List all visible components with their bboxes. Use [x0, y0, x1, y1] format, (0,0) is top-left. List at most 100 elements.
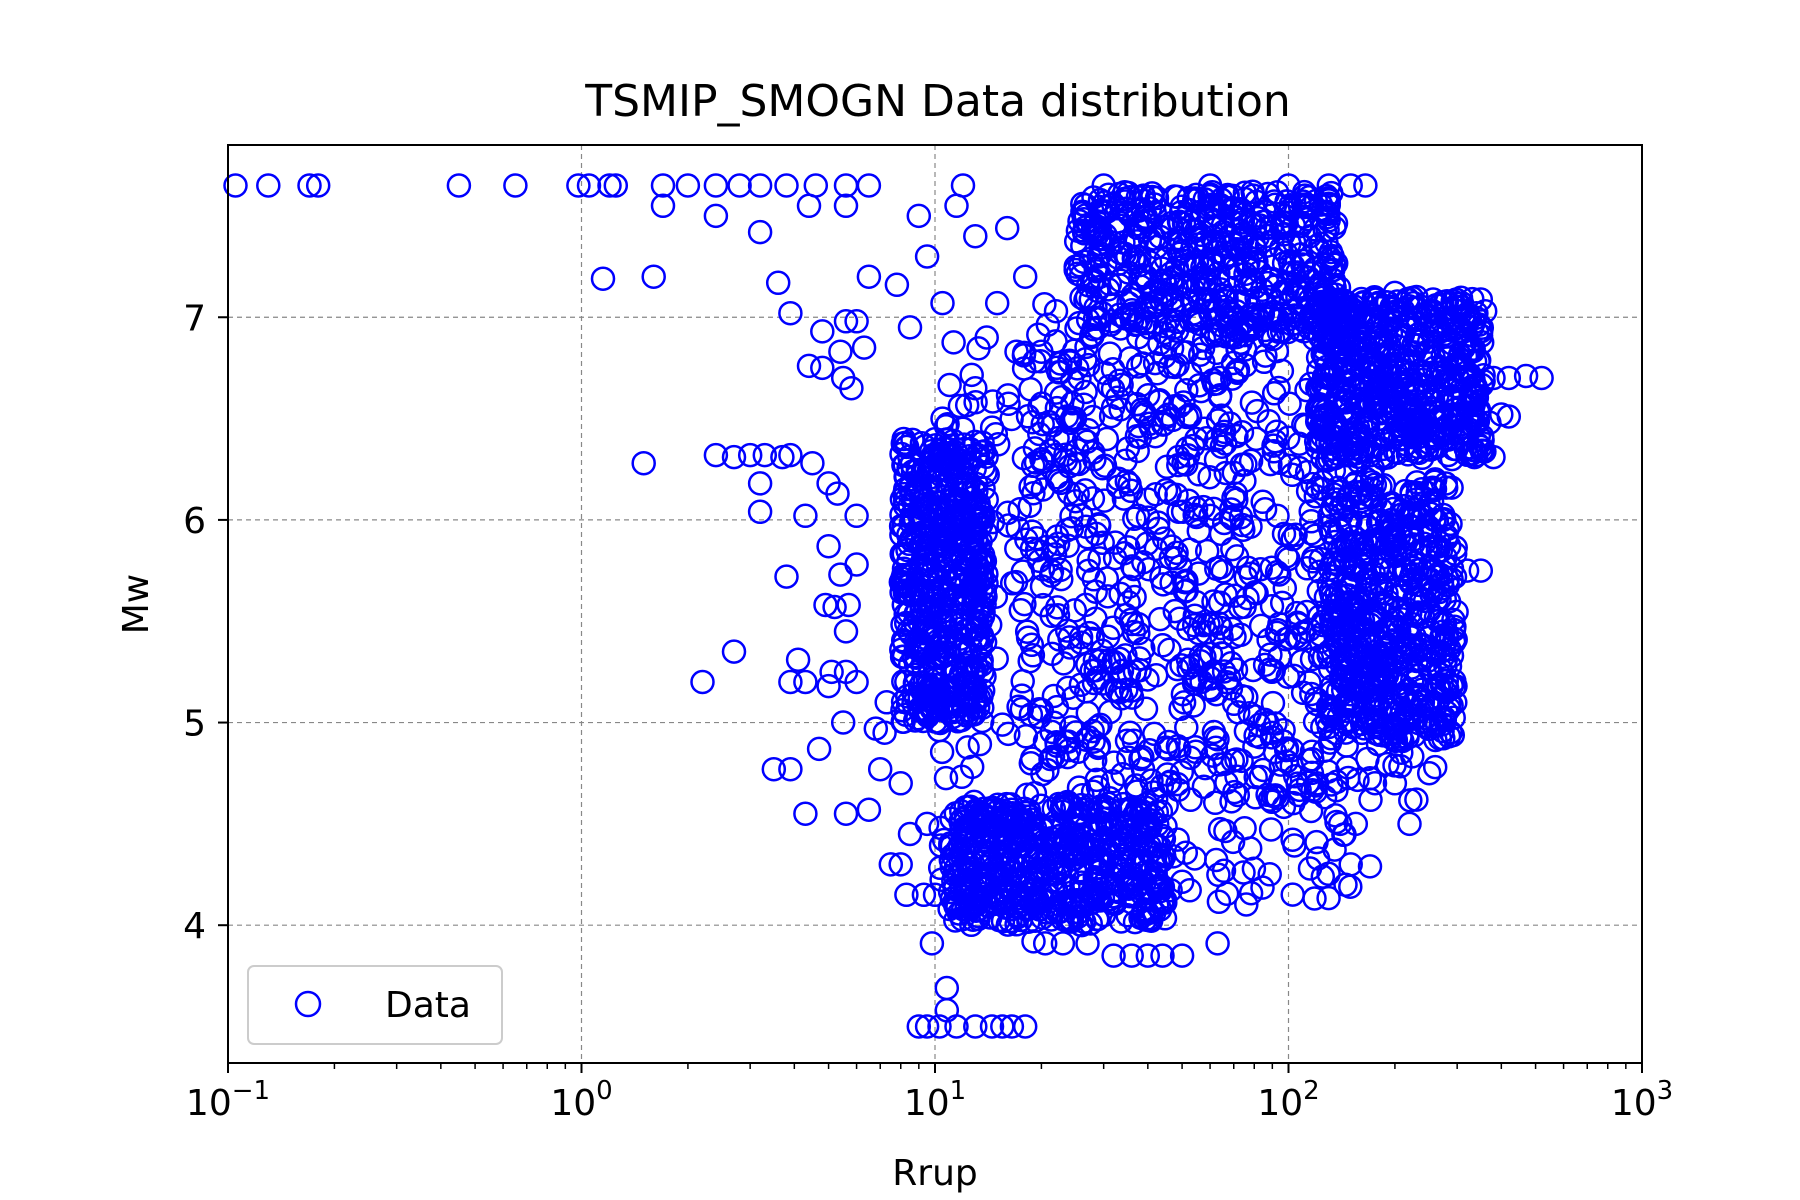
- data-point: [1133, 696, 1159, 722]
- data-point: [1444, 406, 1470, 431]
- data-point: [1430, 507, 1455, 533]
- data-point: [778, 442, 803, 468]
- data-point: [982, 815, 1007, 841]
- data-point: [1058, 410, 1083, 436]
- data-point: [1280, 827, 1305, 852]
- data-point: [1023, 450, 1049, 475]
- data-point: [1438, 365, 1463, 390]
- data-point: [924, 641, 950, 667]
- data-point: [1218, 651, 1244, 676]
- data-point: [1043, 298, 1069, 324]
- data-point: [999, 406, 1024, 432]
- data-point: [939, 886, 965, 912]
- data-point: [1107, 368, 1132, 394]
- data-point: [1135, 383, 1161, 408]
- data-point: [928, 447, 954, 472]
- data-point: [1126, 413, 1151, 439]
- data-point: [1029, 446, 1054, 472]
- data-point: [1441, 617, 1467, 643]
- data-point: [1273, 737, 1299, 763]
- data-point: [916, 601, 941, 627]
- data-point: [1100, 615, 1126, 641]
- data-point: [1087, 306, 1112, 331]
- data-point: [1390, 700, 1415, 725]
- data-point: [1023, 470, 1048, 496]
- data-point: [1366, 658, 1391, 683]
- data-point: [897, 315, 923, 340]
- data-point: [1182, 846, 1207, 871]
- data-point: [1243, 426, 1269, 452]
- data-point: [1167, 393, 1192, 419]
- data-point: [1108, 581, 1133, 607]
- data-point: [1277, 453, 1303, 479]
- data-point: [1283, 522, 1308, 548]
- data-point: [1181, 693, 1206, 718]
- data-point: [894, 882, 919, 908]
- data-point: [1297, 856, 1323, 881]
- data-point: [968, 597, 993, 623]
- data-point: [1100, 376, 1126, 402]
- data-point: [1214, 288, 1239, 314]
- data-point: [1382, 280, 1408, 306]
- data-point: [1211, 659, 1237, 684]
- data-point: [1300, 778, 1325, 803]
- data-point: [1328, 435, 1354, 461]
- data-point: [1183, 739, 1209, 765]
- data-point: [930, 290, 955, 316]
- data-point: [1018, 474, 1043, 500]
- data-point: [890, 612, 915, 637]
- data-point: [1309, 289, 1334, 315]
- data-point: [1209, 434, 1235, 459]
- data-point: [1302, 217, 1328, 242]
- data-point: [1142, 350, 1168, 376]
- data-point: [1074, 429, 1100, 454]
- data-point: [1381, 496, 1406, 522]
- data-point: [1513, 363, 1539, 389]
- data-point: [951, 858, 977, 883]
- data-point: [1068, 630, 1094, 655]
- data-point: [916, 639, 941, 665]
- data-point: [1382, 771, 1408, 796]
- data-point: [675, 173, 701, 198]
- data-point: [948, 562, 974, 588]
- data-points: [223, 173, 1554, 1039]
- data-point: [921, 566, 947, 592]
- data-point: [1211, 419, 1237, 445]
- data-point: [1372, 427, 1398, 453]
- data-point: [1338, 173, 1363, 198]
- data-point: [1392, 400, 1418, 425]
- data-point: [1241, 305, 1267, 331]
- data-point: [894, 434, 919, 460]
- data-point: [1224, 747, 1249, 772]
- data-point: [1111, 486, 1137, 511]
- data-point: [1496, 404, 1522, 429]
- data-point: [956, 538, 981, 564]
- data-point: [1363, 683, 1389, 708]
- data-point: [1439, 643, 1465, 668]
- data-point: [1382, 583, 1408, 609]
- data-point: [1089, 638, 1115, 664]
- data-point: [1225, 782, 1251, 808]
- data-point: [891, 570, 917, 595]
- data-point: [1071, 427, 1097, 452]
- data-point: [1410, 420, 1435, 445]
- data-point: [1464, 442, 1489, 468]
- data-point: [1122, 506, 1147, 532]
- data-point: [1230, 221, 1255, 246]
- data-point: [503, 173, 528, 198]
- data-point: [1108, 664, 1134, 689]
- data-point: [1434, 523, 1459, 549]
- data-point: [1420, 638, 1446, 663]
- data-point: [1258, 817, 1284, 842]
- data-point: [1434, 700, 1459, 725]
- data-point: [1081, 670, 1107, 696]
- data-point: [1149, 565, 1174, 590]
- data-point: [752, 442, 778, 468]
- data-point: [1204, 371, 1229, 396]
- data-point: [1322, 837, 1347, 862]
- data-point: [793, 503, 818, 529]
- data-point: [1481, 365, 1506, 391]
- data-point: [1115, 244, 1140, 269]
- data-point: [986, 863, 1012, 888]
- data-point: [1299, 509, 1324, 534]
